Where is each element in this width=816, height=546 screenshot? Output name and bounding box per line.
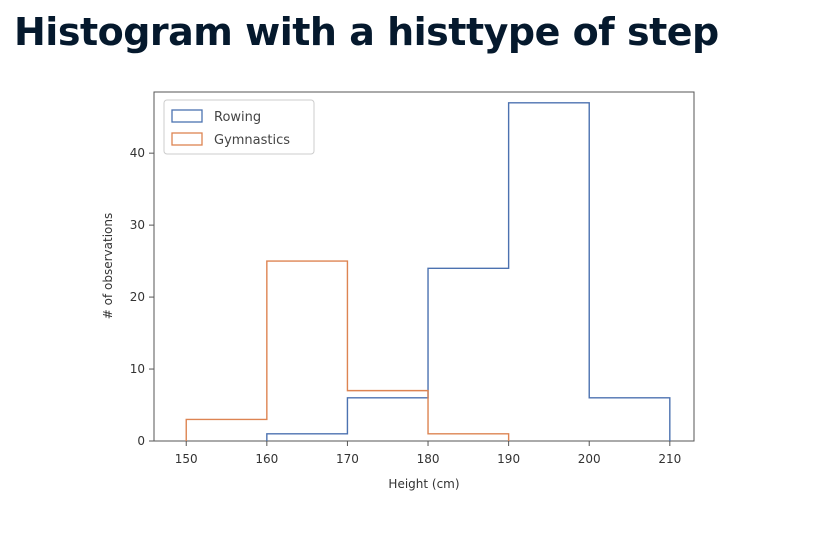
x-axis-label: Height (cm) <box>388 477 459 491</box>
x-tick-label: 150 <box>175 452 198 466</box>
y-axis-label: # of observations <box>101 213 115 319</box>
step-series-rowing <box>266 102 671 441</box>
legend-swatch-rowing <box>171 109 203 123</box>
y-tick-label: 0 <box>137 434 145 448</box>
legend-swatch-gymnastics <box>171 132 203 146</box>
y-tick-label: 40 <box>130 146 145 160</box>
x-tick-label: 200 <box>578 452 601 466</box>
axis-ticks: 150 160 170 180 190 200 210 0 10 20 30 40 <box>130 146 682 466</box>
x-tick-label: 210 <box>658 452 681 466</box>
page-title: Histogram with a histtype of step <box>14 10 719 54</box>
x-tick-label: 170 <box>336 452 359 466</box>
histogram-series <box>185 102 671 441</box>
x-tick-label: 190 <box>497 452 520 466</box>
x-tick-label: 160 <box>255 452 278 466</box>
legend-label-gymnastics: Gymnastics <box>214 133 290 148</box>
y-tick-label: 10 <box>130 362 145 376</box>
plot-frame <box>153 91 695 442</box>
step-series-gymnastics <box>185 260 510 441</box>
x-tick-label: 180 <box>417 452 440 466</box>
legend-label-rowing: Rowing <box>214 110 261 125</box>
legend: Rowing Gymnastics <box>163 99 315 155</box>
y-tick-label: 30 <box>130 218 145 232</box>
y-tick-label: 20 <box>130 290 145 304</box>
